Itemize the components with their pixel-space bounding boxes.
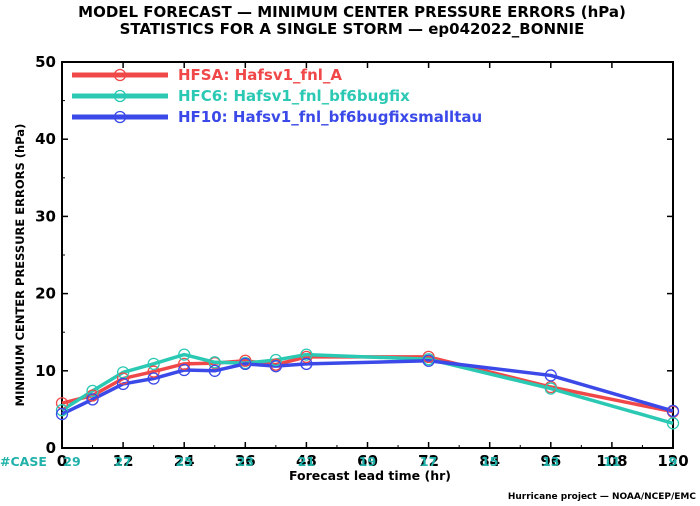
case-count: 13 [542, 454, 559, 469]
series-2-point [300, 348, 313, 361]
x-tick-label: 108 [596, 452, 627, 470]
case-count: 21 [298, 454, 315, 469]
series-3-point [300, 357, 313, 371]
credit-text: Hurricane project — NOAA/NCEP/EMC [508, 492, 697, 502]
y-tick-label: 10 [35, 362, 56, 380]
y-axis-label: MINIMUM CENTER PRESSURE ERRORS (hPa) [13, 124, 27, 407]
legend-label-1: HFSA: Hafsv1_fnl_A [178, 66, 342, 84]
case-label: #CASE [0, 454, 47, 469]
chart-title-line2: STATISTICS FOR A SINGLE STORM — ep042022… [120, 20, 585, 38]
case-count: 9 [669, 454, 678, 469]
series-2-point [544, 382, 557, 395]
series-3-point [422, 354, 435, 367]
series-3-point [86, 393, 99, 406]
case-count: 25 [175, 454, 192, 469]
series-3-point [239, 357, 252, 371]
series-3-point [666, 404, 680, 418]
series-1-point [86, 389, 99, 402]
x-axis-label: Forecast lead time (hr) [289, 468, 451, 483]
series-3-point [147, 372, 160, 385]
series-3-point [55, 407, 69, 421]
series-2-point [147, 357, 160, 371]
legend-marker-2 [113, 89, 127, 103]
y-tick-label: 50 [35, 53, 56, 71]
legend-marker-1 [113, 68, 127, 82]
x-tick-label: 72 [418, 452, 439, 470]
series-1-point [116, 372, 130, 385]
x-tick-label: 36 [235, 452, 256, 470]
y-tick-label: 40 [35, 130, 56, 148]
series-3-point [178, 363, 191, 377]
series-3-point [116, 377, 130, 391]
legend-marker-3 [113, 110, 127, 124]
legend-label-2: HFC6: Hafsv1_fnl_bf6bugfix [178, 87, 410, 105]
x-tick-label: 48 [296, 452, 317, 470]
case-count: 19 [359, 454, 376, 469]
case-count: 17 [420, 454, 437, 469]
x-tick-label: 24 [174, 452, 195, 470]
series-2-point [208, 356, 221, 369]
series-3-point [269, 360, 283, 373]
x-tick-label: 84 [479, 452, 500, 470]
case-count: 23 [237, 454, 254, 469]
series-3-point [208, 364, 221, 377]
x-tick-label: 12 [113, 452, 134, 470]
x-tick-label: 120 [657, 452, 688, 470]
case-count: 29 [63, 454, 80, 469]
case-count: 11 [603, 454, 620, 469]
case-count: 27 [114, 454, 131, 469]
series-3-point [544, 369, 557, 382]
y-tick-label: 0 [46, 439, 56, 457]
x-tick-label: 60 [357, 452, 378, 470]
series-2-point [269, 353, 283, 367]
series-2-point [666, 417, 680, 430]
series-2-point [55, 404, 69, 417]
case-count: 15 [481, 454, 498, 469]
series-2-point [178, 348, 191, 361]
chart-title-line1: MODEL FORECAST — MINIMUM CENTER PRESSURE… [78, 3, 626, 21]
legend-label-3: HF10: Hafsv1_fnl_bf6bugfixsmalltau [178, 108, 482, 126]
series-1-point [178, 357, 191, 371]
y-tick-label: 20 [35, 285, 56, 303]
x-tick-label: 0 [57, 452, 67, 470]
series-line-2 [61, 352, 674, 425]
series-1-point [147, 365, 160, 378]
series-2-point [86, 384, 99, 398]
y-tick-label: 30 [35, 207, 56, 225]
x-tick-label: 96 [540, 452, 561, 470]
